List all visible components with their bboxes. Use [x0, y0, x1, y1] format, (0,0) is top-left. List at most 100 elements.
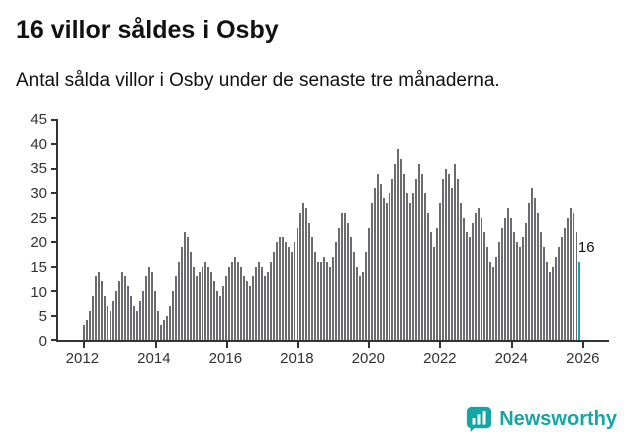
bar: [349, 237, 352, 340]
bar: [121, 271, 124, 340]
bar: [207, 266, 210, 340]
bar: [243, 276, 246, 340]
bar: [109, 310, 112, 340]
y-tick-label: 15: [30, 259, 47, 277]
x-tick-label: 2020: [351, 350, 386, 367]
bar: [275, 242, 278, 340]
bar: [296, 227, 299, 340]
bar: [412, 193, 415, 340]
x-tick-label: 2022: [423, 350, 457, 367]
bar: [522, 237, 525, 340]
bar: [186, 237, 189, 340]
bar: [352, 252, 355, 340]
bar: [106, 305, 109, 340]
x-tick-mark: [581, 340, 584, 348]
bar: [159, 325, 162, 340]
bar: [165, 315, 168, 340]
newsworthy-logo-text: Newsworthy: [499, 407, 617, 430]
y-tick-mark: [51, 167, 58, 170]
bar: [148, 266, 151, 340]
bar: [201, 266, 204, 340]
bar: [385, 203, 388, 340]
bar: [293, 242, 296, 340]
y-tick-mark: [51, 143, 58, 146]
bar: [195, 276, 198, 340]
bar: [100, 281, 103, 340]
x-tick-mark: [225, 340, 228, 348]
bar: [171, 291, 174, 340]
bar: [453, 164, 456, 340]
bar: [465, 232, 468, 340]
bar: [427, 212, 430, 340]
y-tick-label: 45: [30, 111, 47, 128]
bar: [305, 208, 308, 340]
bar: [249, 286, 251, 340]
bar: [180, 247, 183, 340]
bar: [82, 325, 85, 340]
y-tick-mark: [51, 265, 58, 268]
bar: [486, 247, 489, 340]
x-tick-mark: [439, 340, 442, 348]
bar: [254, 266, 257, 340]
bar: [145, 276, 148, 340]
bar: [495, 256, 498, 340]
bar-chart: 0 5 10 15 20 25 30 35 40 45 16 2012 2014 2016 2018 20…: [16, 112, 617, 368]
bar: [551, 266, 554, 340]
bar: [433, 247, 435, 340]
bar: [530, 188, 533, 340]
bar: [91, 296, 94, 340]
bar: [281, 237, 284, 340]
bar: [228, 266, 231, 340]
bar: [510, 217, 513, 340]
bar: [284, 242, 287, 340]
bar: [373, 188, 376, 340]
bar: [436, 227, 438, 340]
bar: [136, 310, 139, 340]
bar: [536, 212, 539, 340]
bar: [415, 178, 418, 340]
bar: [441, 178, 444, 340]
x-tick-mark: [83, 340, 86, 348]
bar: [358, 276, 361, 340]
bar: [382, 198, 385, 340]
x-tick-label: 2016: [208, 350, 243, 367]
y-tick-label: 0: [38, 333, 47, 350]
bar: [376, 173, 379, 340]
bar: [263, 276, 266, 340]
bar: [572, 212, 575, 340]
bar: [545, 261, 548, 340]
bar: [257, 261, 260, 340]
x-tick-label: 2018: [280, 350, 314, 367]
bar: [326, 261, 329, 340]
bar: [103, 296, 106, 340]
bar: [397, 149, 400, 340]
bar: [489, 261, 492, 340]
y-tick-label: 25: [30, 209, 47, 227]
y-tick-label: 20: [30, 234, 47, 252]
y-tick-label: 35: [30, 160, 47, 178]
y-axis: 0 5 10 15 20 25 30 35 40 45: [16, 112, 56, 350]
bar: [424, 193, 427, 340]
bar: [563, 227, 566, 340]
bar: [459, 203, 462, 340]
bar: [456, 178, 459, 340]
bar: [355, 266, 358, 340]
bar: [492, 266, 495, 340]
bar: [183, 232, 186, 340]
bar: [516, 242, 519, 340]
last-value-label: 16: [577, 238, 595, 256]
bar: [569, 208, 572, 340]
bar: [332, 256, 335, 340]
bar: [370, 203, 373, 340]
x-tick-label: 2012: [65, 350, 100, 367]
bar: [447, 173, 450, 340]
bar: [343, 212, 346, 340]
bar: [308, 222, 311, 340]
bar: [246, 281, 248, 340]
bar: [154, 291, 156, 340]
bar: [480, 217, 483, 340]
bar: [444, 168, 447, 340]
bar: [379, 183, 382, 340]
bar: [85, 320, 88, 340]
y-tick-label: 10: [30, 283, 47, 301]
